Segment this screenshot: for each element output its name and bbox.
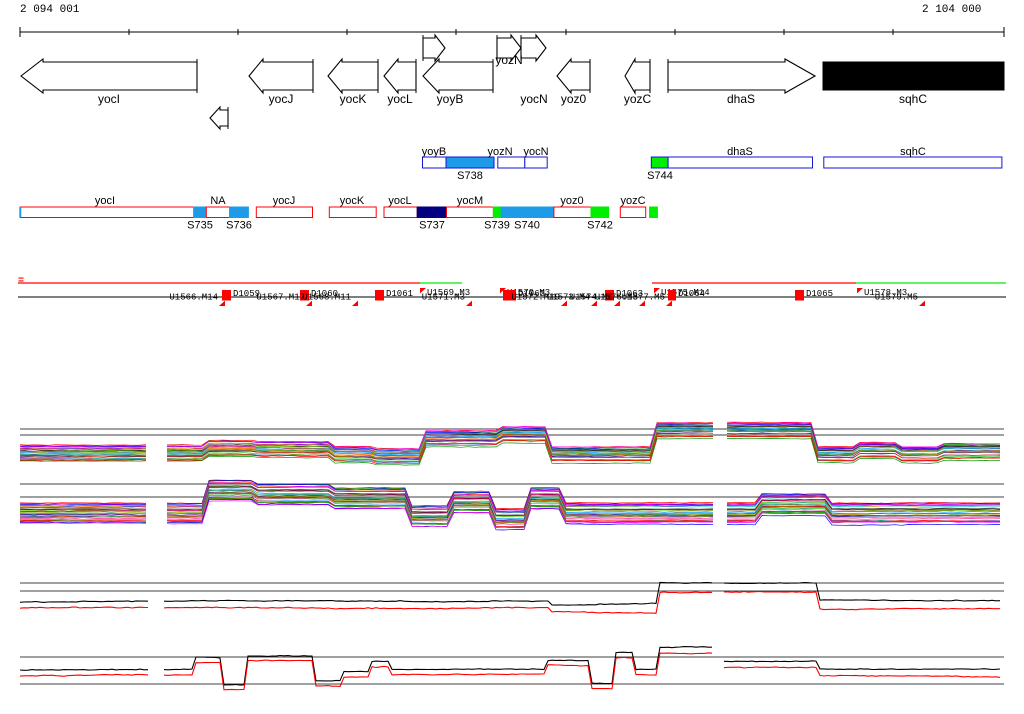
svg-text:yocI: yocI [95,195,115,207]
svg-text:sqhC: sqhC [899,92,927,106]
svg-text:S742: S742 [587,220,613,232]
svg-text:U1568.M11: U1568.M11 [302,293,351,303]
svg-text:2 104 000: 2 104 000 [922,4,981,16]
svg-text:yocM: yocM [457,195,483,207]
svg-text:yoz0: yoz0 [561,92,587,106]
svg-text:yocI: yocI [98,92,120,106]
svg-text:S740: S740 [514,220,540,232]
svg-text:=: = [18,276,24,287]
svg-text:yocK: yocK [340,92,367,106]
svg-text:yozN: yozN [495,53,522,67]
svg-text:yocL: yocL [388,195,411,207]
svg-text:S738: S738 [457,170,483,182]
svg-text:S735: S735 [187,220,213,232]
svg-text:S737: S737 [419,220,445,232]
svg-text:D1064: D1064 [678,289,705,299]
svg-text:U1579.M5: U1579.M5 [875,293,918,303]
svg-text:U1571.M3: U1571.M3 [422,293,465,303]
svg-text:2 094 001: 2 094 001 [20,4,80,16]
svg-text:yocJ: yocJ [269,92,294,106]
svg-text:dhaS: dhaS [727,146,753,158]
svg-text:yocN: yocN [523,146,548,158]
svg-text:yocN: yocN [520,92,547,106]
svg-text:yocJ: yocJ [273,195,296,207]
svg-text:D1061: D1061 [386,289,413,299]
svg-text:dhaS: dhaS [727,92,755,106]
svg-text:yocK: yocK [340,195,365,207]
svg-text:yoyB: yoyB [422,146,446,158]
svg-text:yocL: yocL [387,92,413,106]
svg-text:yozC: yozC [624,92,652,106]
svg-text:yozN: yozN [487,146,512,158]
svg-text:U1567.M17: U1567.M17 [256,293,305,303]
svg-text:U1577.M5: U1577.M5 [622,293,665,303]
svg-text:yoz0: yoz0 [560,195,583,207]
svg-text:D1065: D1065 [806,289,833,299]
svg-text:yozC: yozC [620,195,645,207]
svg-text:NA: NA [210,195,226,207]
svg-text:S744: S744 [647,170,673,182]
svg-text:U1566.M14: U1566.M14 [169,293,218,303]
svg-text:yoyB: yoyB [437,92,464,106]
svg-text:S739: S739 [484,220,510,232]
svg-text:S736: S736 [226,220,252,232]
svg-text:sqhC: sqhC [900,146,926,158]
